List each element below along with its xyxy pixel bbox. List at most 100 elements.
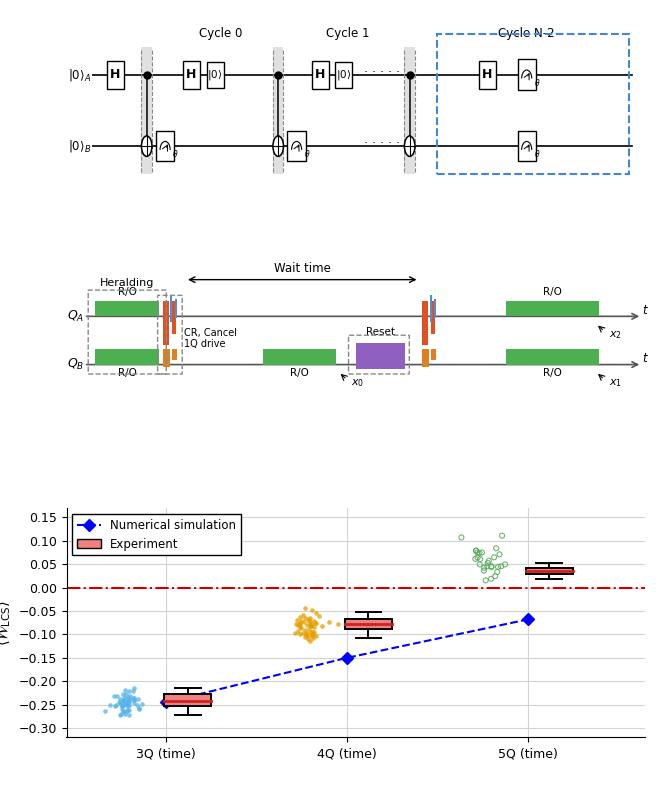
Point <box>482 560 493 573</box>
Point <box>303 632 313 645</box>
Bar <box>422 301 428 345</box>
Text: CR, Cancel
1Q drive: CR, Cancel 1Q drive <box>184 328 237 350</box>
Text: t: t <box>643 352 647 365</box>
Point <box>122 705 132 718</box>
Point <box>295 615 306 627</box>
Point <box>134 702 144 714</box>
Bar <box>422 349 429 366</box>
Point <box>489 551 499 564</box>
Point <box>304 615 315 627</box>
Text: R/O: R/O <box>118 368 137 377</box>
Text: $|0\rangle$: $|0\rangle$ <box>207 67 223 82</box>
Point <box>129 693 140 706</box>
Bar <box>506 349 598 365</box>
Bar <box>312 61 329 89</box>
Point <box>291 618 301 630</box>
Text: $Q_B$: $Q_B$ <box>66 357 84 372</box>
Point <box>477 546 487 559</box>
Point <box>308 627 319 640</box>
Point <box>123 696 134 709</box>
Point <box>119 706 130 718</box>
Point <box>303 613 313 626</box>
Point <box>129 697 140 710</box>
Text: Cycle 0: Cycle 0 <box>199 28 242 40</box>
Point <box>307 603 317 616</box>
Point <box>134 702 144 714</box>
Text: $\theta$: $\theta$ <box>534 148 540 159</box>
Point <box>309 626 319 638</box>
Point <box>305 619 315 631</box>
Point <box>306 618 317 630</box>
Point <box>483 554 494 567</box>
Point <box>307 626 317 638</box>
Point <box>114 696 124 709</box>
Point <box>480 574 491 587</box>
Point <box>133 692 144 705</box>
Point <box>493 561 503 573</box>
Point <box>129 694 140 707</box>
Text: $Q_A$: $Q_A$ <box>66 308 84 324</box>
Point <box>497 530 507 542</box>
Point <box>300 611 311 624</box>
Bar <box>263 349 336 365</box>
Point <box>291 614 302 626</box>
Point <box>132 699 142 711</box>
Text: $x_0$: $x_0$ <box>351 377 364 389</box>
Point <box>104 699 115 711</box>
Text: Cycle N-2: Cycle N-2 <box>498 28 555 40</box>
Point <box>122 700 133 713</box>
Point <box>311 606 321 619</box>
Point <box>120 688 131 700</box>
Point <box>300 624 311 637</box>
Point <box>293 624 303 637</box>
Point <box>111 699 122 711</box>
Point <box>124 684 134 697</box>
Text: H: H <box>482 68 493 82</box>
Point <box>303 623 314 635</box>
Point <box>306 630 317 642</box>
Legend: Numerical simulation, Experiment: Numerical simulation, Experiment <box>72 514 241 555</box>
Point <box>305 634 316 647</box>
Point <box>116 703 127 715</box>
Bar <box>96 301 159 316</box>
Point <box>136 698 147 711</box>
Point <box>124 708 134 721</box>
Point <box>117 697 128 710</box>
Text: H: H <box>186 68 197 82</box>
Point <box>118 699 128 711</box>
Text: R/O: R/O <box>543 288 562 297</box>
Point <box>474 558 485 571</box>
Point <box>309 620 319 633</box>
Point <box>472 551 483 564</box>
Bar <box>345 619 392 629</box>
Point <box>123 691 134 703</box>
Circle shape <box>273 136 283 156</box>
Bar <box>335 62 352 87</box>
Bar <box>273 47 283 174</box>
Text: $|0\rangle_A$: $|0\rangle_A$ <box>68 67 91 82</box>
Bar <box>517 131 536 162</box>
Bar <box>164 301 169 345</box>
Point <box>301 629 312 642</box>
Point <box>300 602 311 615</box>
Circle shape <box>404 136 415 156</box>
Point <box>124 703 134 716</box>
Text: $\theta$: $\theta$ <box>304 148 310 159</box>
Bar <box>106 61 124 89</box>
Point <box>109 690 120 703</box>
Point <box>303 630 314 642</box>
Point <box>124 695 134 708</box>
Point <box>118 694 128 707</box>
Bar <box>430 295 432 322</box>
Point <box>120 699 131 711</box>
Bar <box>479 61 496 89</box>
Bar <box>142 47 152 174</box>
Point <box>128 685 138 698</box>
Point <box>294 619 305 631</box>
Point <box>490 570 501 583</box>
Point <box>295 620 306 633</box>
Bar <box>404 47 415 174</box>
Point <box>117 699 128 712</box>
Bar <box>164 349 170 366</box>
Bar <box>431 349 436 361</box>
